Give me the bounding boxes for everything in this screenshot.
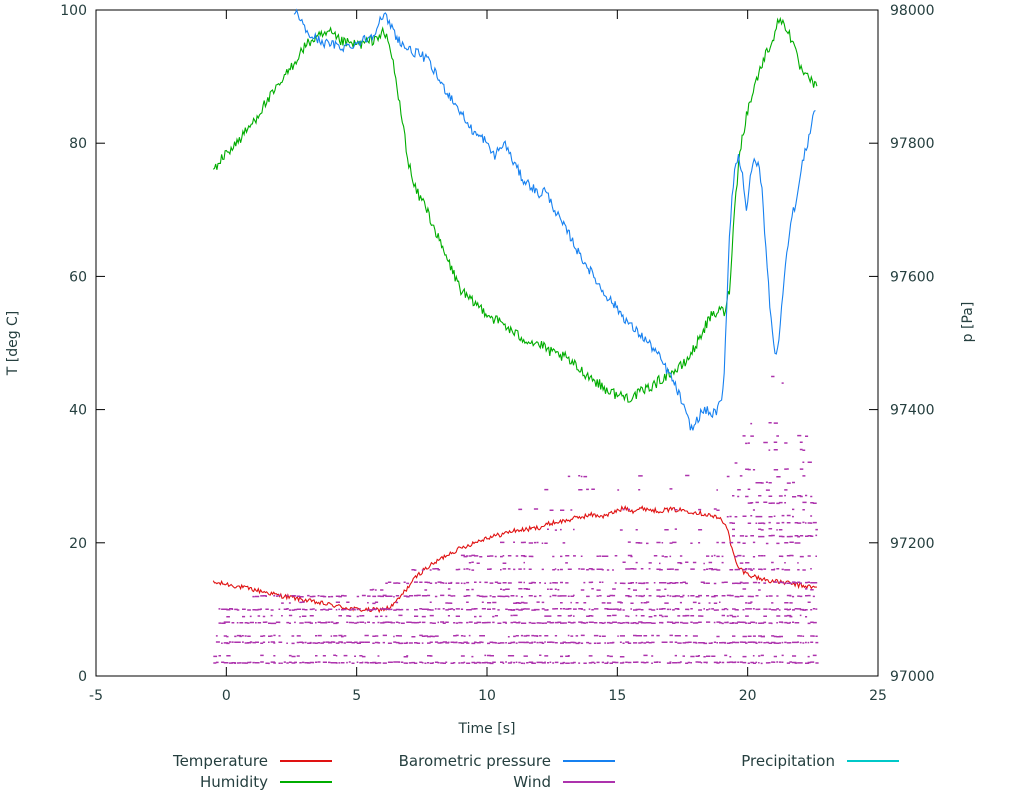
y-tick-label-left: 80	[69, 136, 87, 152]
series-dashes-wind	[218, 621, 817, 625]
series-dashes-wind	[732, 534, 818, 538]
series-dashes-wind	[252, 594, 815, 598]
series-dashes-wind	[745, 468, 804, 471]
x-tick-label: 10	[478, 688, 496, 704]
x-tick-label: 20	[739, 688, 757, 704]
y-axis-label-right: p [Pa]	[960, 302, 976, 343]
series-dashes-wind	[768, 448, 806, 451]
series-dashes-wind	[218, 607, 818, 611]
series-line-barometric-pressure	[293, 8, 816, 431]
series-dashes-wind	[747, 501, 817, 505]
x-tick-label: 25	[869, 688, 887, 704]
x-tick-label: 0	[222, 688, 231, 704]
series-dashes-wind	[732, 494, 813, 498]
series-dashes-wind	[745, 441, 803, 445]
series-dashes-wind	[226, 614, 808, 618]
series-dashes-wind	[518, 508, 805, 511]
series-dashes-wind	[750, 422, 778, 425]
y-tick-label-left: 0	[78, 669, 87, 685]
series-dashes-wind	[215, 641, 819, 645]
series-dashes-wind	[729, 521, 817, 525]
series-dashes-wind	[411, 567, 812, 571]
series-dashes-wind	[460, 554, 817, 558]
y-tick-label-right: 97600	[890, 269, 935, 285]
plot-border	[95, 9, 879, 677]
y-tick-label-right: 98000	[890, 3, 935, 19]
y-tick-label-left: 40	[69, 403, 87, 419]
y-tick-label-left: 100	[60, 3, 87, 19]
y-axis-label-left: T [deg C]	[5, 311, 21, 377]
series-dashes-wind	[544, 488, 788, 491]
series-dashes-wind	[369, 587, 814, 591]
series-dashes-wind	[567, 474, 806, 478]
x-tick-label: -5	[89, 688, 103, 704]
series-dashes-wind	[547, 528, 818, 531]
series-dashes-wind	[755, 481, 795, 484]
x-tick-label: 15	[608, 688, 626, 704]
series-line-humidity	[212, 16, 818, 403]
series-line-temperature	[212, 505, 817, 614]
y-tick-label-left: 60	[69, 269, 87, 285]
series-dashes-wind	[385, 581, 818, 585]
y-tick-label-right: 97000	[890, 669, 935, 685]
y-tick-label-right: 97400	[890, 403, 935, 419]
series-dashes-wind	[213, 661, 819, 665]
series-dashes-wind	[468, 561, 799, 565]
x-axis-label: Time [s]	[458, 721, 516, 737]
series-dashes-wind	[734, 461, 812, 464]
x-tick-label: 5	[352, 688, 361, 704]
series-dashes-wind	[215, 634, 818, 638]
series-dashes-wind	[213, 654, 817, 658]
series-dashes-wind	[726, 514, 813, 518]
series-dashes-wind	[281, 601, 811, 605]
y-tick-label-left: 20	[69, 536, 87, 552]
series-dashes-wind	[742, 434, 809, 437]
y-tick-label-right: 97200	[890, 536, 935, 552]
y-tick-label-right: 97800	[890, 136, 935, 152]
series-dashes-wind	[500, 541, 801, 545]
